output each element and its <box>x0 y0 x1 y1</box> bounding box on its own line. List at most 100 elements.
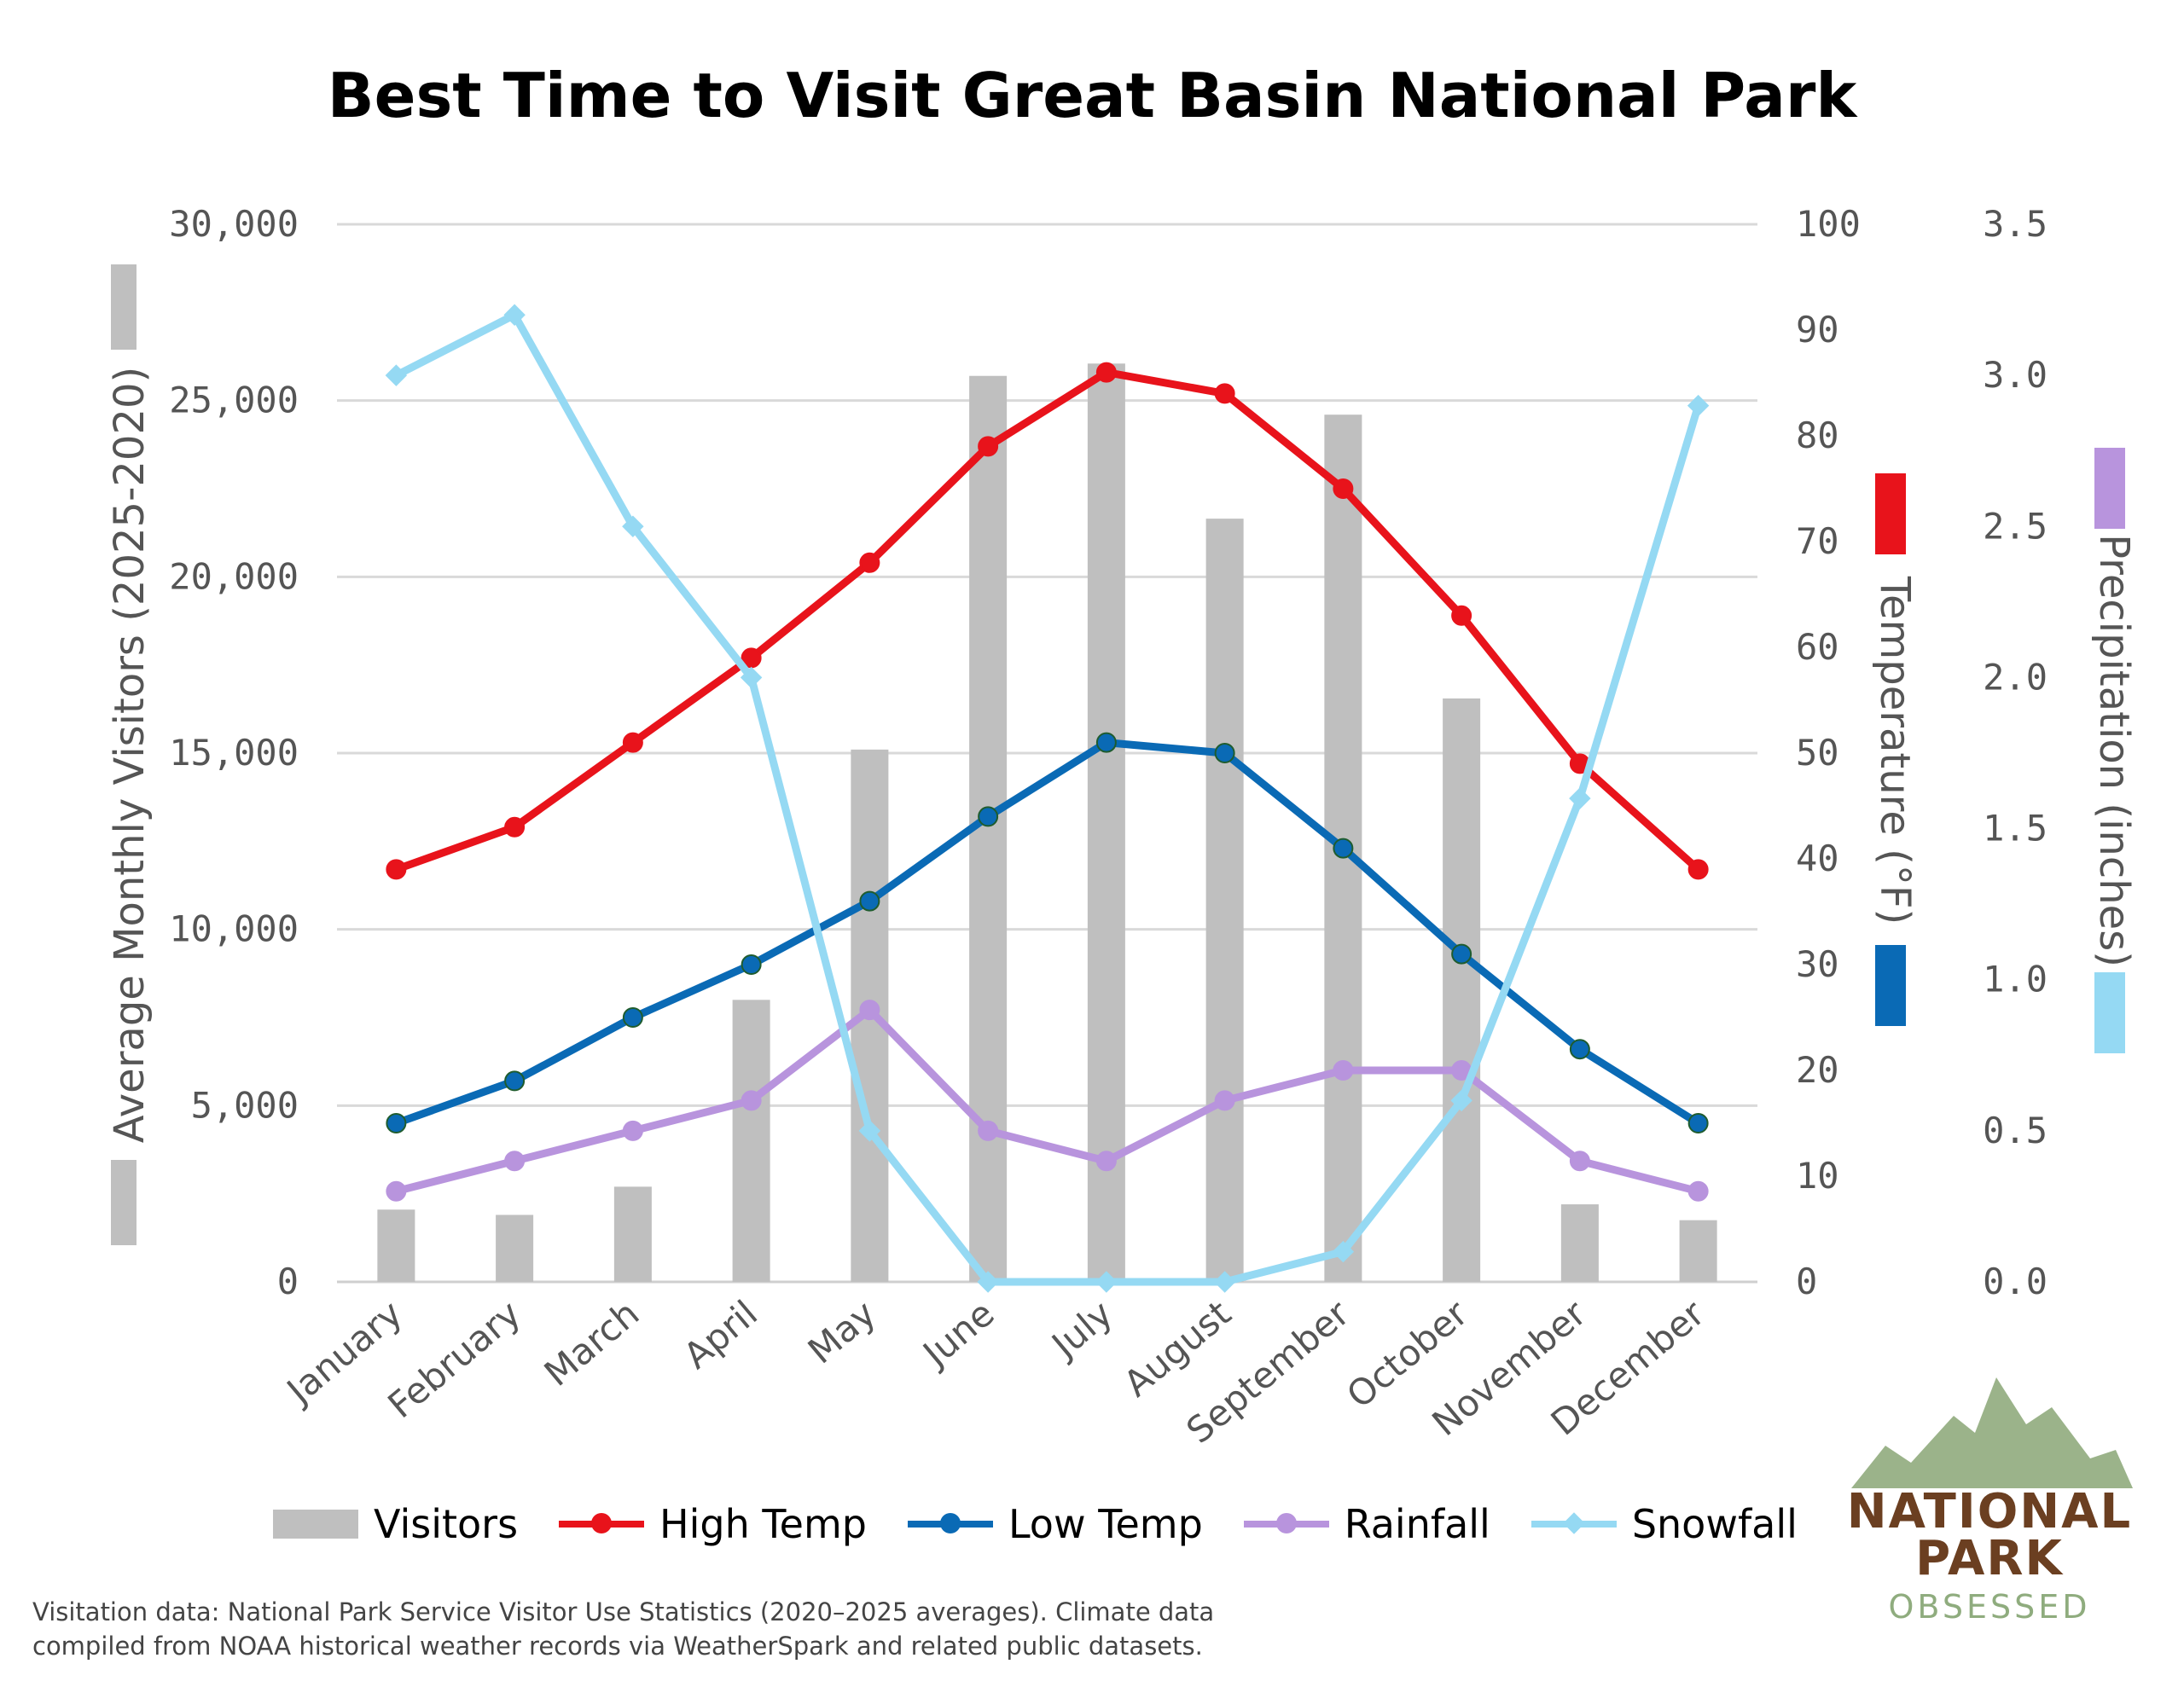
snowfall-point <box>503 304 526 327</box>
chart-title: Best Time to Visit Great Basin National … <box>327 60 1857 131</box>
data-point <box>978 806 999 827</box>
data-point <box>1687 1113 1709 1133</box>
low-temp-swatch <box>907 1513 993 1533</box>
data-point <box>1333 838 1354 859</box>
data-point <box>386 859 407 880</box>
snowfall-line <box>394 310 1702 1286</box>
legend-snowfall: Snowfall <box>1531 1501 1798 1547</box>
snowfall-point <box>1687 394 1710 417</box>
low-temp-line <box>394 739 1701 1128</box>
month-label: May <box>800 1292 884 1371</box>
temp-tick: 0 <box>1796 1261 1817 1302</box>
data-point <box>978 436 999 457</box>
temp-tick: 20 <box>1796 1049 1839 1091</box>
temp-tick: 50 <box>1796 732 1839 774</box>
data-point <box>1095 1151 1117 1172</box>
temp-tick: 10 <box>1796 1155 1839 1197</box>
visitor-bar <box>1560 1204 1599 1282</box>
precip-tick: 1.5 <box>1983 808 2048 849</box>
left-tick: 20,000 <box>169 555 299 597</box>
data-point <box>504 1070 526 1092</box>
data-point <box>622 1007 643 1028</box>
left-tick: 0 <box>277 1261 299 1302</box>
high-temp-swatch <box>559 1513 645 1533</box>
visitor-bar <box>377 1209 415 1282</box>
visitors-marker <box>111 1160 136 1245</box>
precip-axis-label: Precipitation (inches) <box>2090 534 2138 967</box>
visitor-bar <box>1087 363 1125 1283</box>
data-point <box>1214 1090 1235 1111</box>
axis-labels: Average Monthly Visitors (2025-2020) Temp… <box>106 264 2138 1245</box>
snowfall-point <box>1569 787 1591 809</box>
data-point <box>741 1090 762 1111</box>
temp-tick: 80 <box>1796 415 1839 456</box>
data-point <box>741 954 762 975</box>
visitor-bar <box>1679 1220 1717 1282</box>
month-label: February <box>380 1292 528 1426</box>
precip-tick: 0.5 <box>1983 1110 2048 1151</box>
data-point <box>504 816 526 838</box>
snowfall-marker <box>2094 972 2125 1053</box>
left-tick: 15,000 <box>169 732 299 774</box>
data-point <box>622 732 643 753</box>
high-temp-marker <box>1875 473 1906 554</box>
data-point <box>1095 362 1117 383</box>
data-point <box>1333 478 1354 499</box>
data-point <box>1214 383 1235 404</box>
data-point <box>1687 859 1709 880</box>
data-point <box>386 1180 407 1202</box>
precip-tick: 1.0 <box>1983 959 2048 1000</box>
left-tick: 5,000 <box>191 1084 299 1126</box>
temp-tick: 30 <box>1796 943 1839 985</box>
visitor-bar <box>496 1215 534 1282</box>
source-note: Visitation data: National Park Service V… <box>32 1597 1215 1661</box>
data-point <box>386 1113 407 1133</box>
left-tick: 10,000 <box>169 908 299 950</box>
data-point <box>1095 732 1117 753</box>
data-point <box>1687 1180 1709 1202</box>
visitor-bar <box>1205 519 1244 1282</box>
data-point <box>622 1120 643 1141</box>
data-point <box>978 1120 999 1141</box>
high-temp-line <box>394 368 1701 873</box>
visitor-bars <box>377 363 1717 1283</box>
data-point <box>1569 1151 1590 1172</box>
rainfall-marker <box>2094 448 2125 529</box>
legend: Visitors High Temp Low Temp Rainfall Sno… <box>273 1501 1815 1547</box>
visitor-bar <box>732 1000 770 1282</box>
temp-tick: 90 <box>1796 309 1839 351</box>
temp-tick: 100 <box>1796 203 1861 245</box>
precip-tick: 3.0 <box>1983 354 2048 396</box>
data-point <box>1333 1060 1354 1081</box>
data-point <box>1451 605 1472 626</box>
data-point <box>859 552 880 573</box>
data-point <box>859 1000 880 1021</box>
data-point <box>1569 1039 1590 1060</box>
left-axis-label: Average Monthly Visitors (2025-2020) <box>106 367 154 1144</box>
legend-rainfall: Rainfall <box>1243 1501 1490 1547</box>
temp-axis-ticks: 0 10 20 30 40 50 60 70 80 90 100 <box>1796 203 1861 1302</box>
gridlines <box>337 223 1757 1284</box>
data-point <box>1214 743 1235 763</box>
low-temp-marker <box>1875 945 1906 1026</box>
month-label: April <box>676 1292 765 1377</box>
visitors-marker <box>111 264 136 350</box>
legend-low-temp: Low Temp <box>907 1501 1203 1547</box>
temp-axis-label: Temperature (°F) <box>1871 576 1919 925</box>
month-label: June <box>914 1292 1002 1376</box>
mountain-icon <box>1851 1377 2133 1488</box>
month-label: March <box>537 1292 648 1394</box>
legend-visitors: Visitors <box>273 1501 518 1547</box>
left-tick: 30,000 <box>169 203 299 245</box>
precip-tick: 2.5 <box>1983 505 2048 547</box>
data-point <box>1451 943 1472 965</box>
precip-tick: 3.5 <box>1983 203 2048 245</box>
data-point <box>859 890 880 912</box>
temp-tick: 40 <box>1796 838 1839 879</box>
snowfall-swatch <box>1531 1512 1617 1534</box>
visitor-bar <box>613 1186 652 1282</box>
precip-tick: 2.0 <box>1983 656 2048 698</box>
chart-plot: 0 5,000 10,000 15,000 20,000 25,000 30,000 0 10… <box>106 203 2138 1452</box>
precip-tick: 0.0 <box>1983 1261 2048 1302</box>
